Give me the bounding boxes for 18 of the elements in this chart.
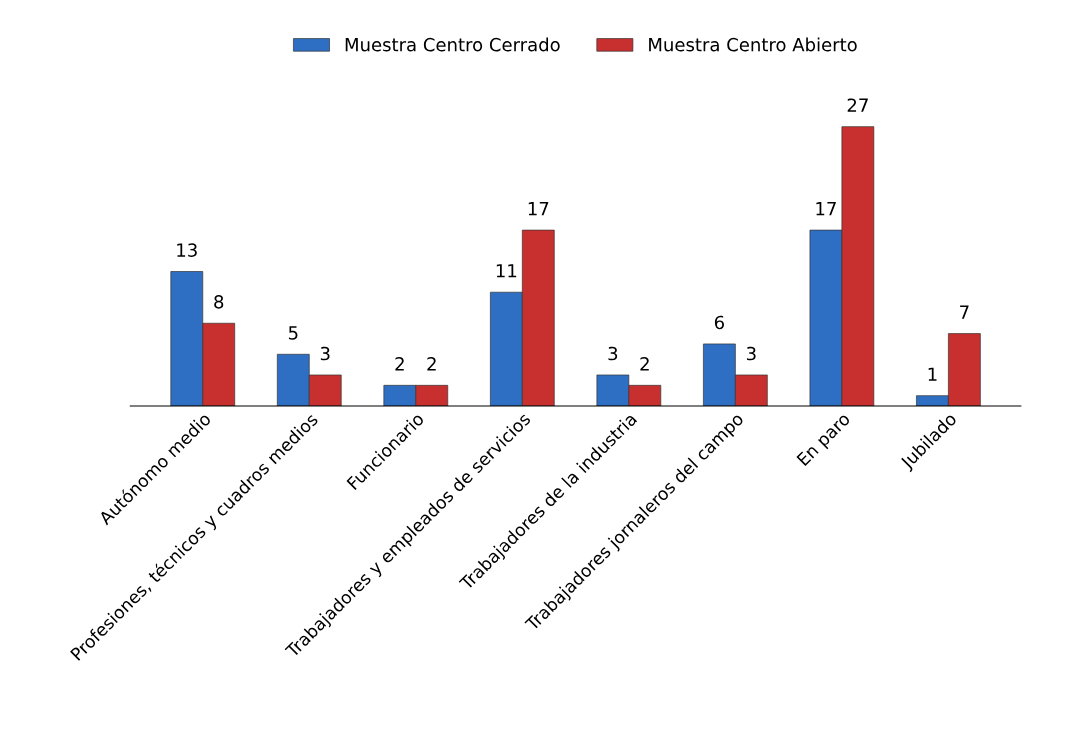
data-label: 2 xyxy=(427,357,436,371)
data-label: 8 xyxy=(214,294,224,309)
data-label: 13 xyxy=(177,243,197,257)
data-label: 3 xyxy=(320,346,330,361)
data-label: 2 xyxy=(640,357,649,371)
data-label: 5 xyxy=(288,326,298,340)
data-label: 11 xyxy=(496,264,517,278)
data-label: 3 xyxy=(746,346,756,361)
data-label: 17 xyxy=(816,202,836,216)
data-label: 6 xyxy=(714,315,724,330)
data-label: 1 xyxy=(928,367,937,381)
data-label: 2 xyxy=(395,357,404,371)
data-label: 17 xyxy=(528,202,549,216)
legend-label: Muestra Centro Cerrado xyxy=(345,37,560,52)
legend-label: Muestra Centro Abierto xyxy=(649,37,857,52)
data-label: 7 xyxy=(960,305,969,319)
data-label: 27 xyxy=(847,98,868,112)
data-label: 3 xyxy=(608,346,618,361)
